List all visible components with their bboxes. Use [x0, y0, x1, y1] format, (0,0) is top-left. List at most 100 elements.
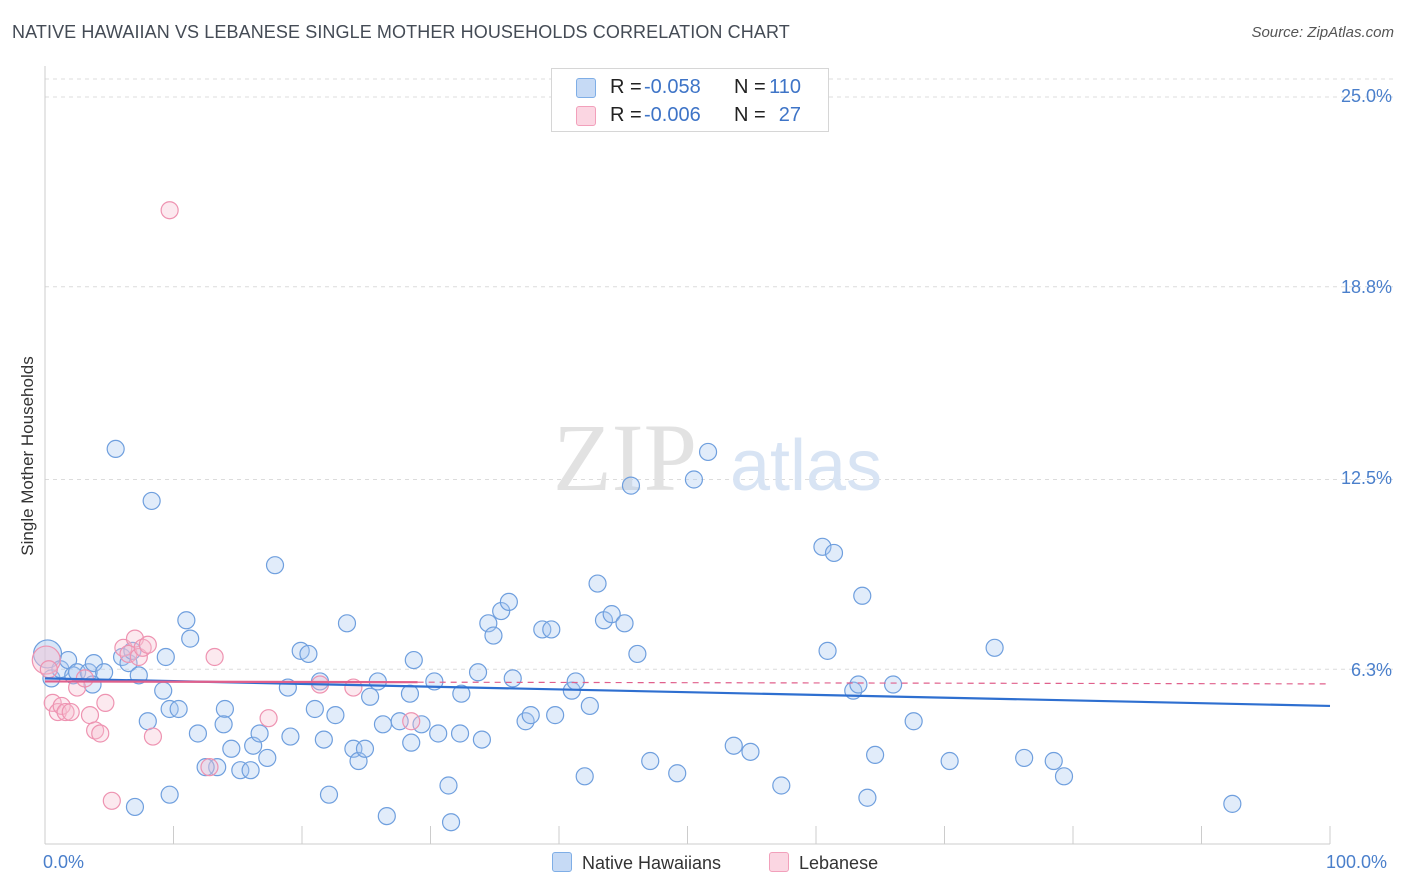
n-value: 110: [769, 76, 801, 98]
data-point: [299, 644, 318, 664]
data-point: [314, 730, 333, 749]
data-point: [373, 715, 393, 734]
data-point: [602, 605, 621, 624]
data-point: [84, 653, 103, 673]
trend-line-native-hawaiians: [44, 677, 1331, 708]
data-point: [940, 751, 959, 771]
data-point: [412, 715, 431, 734]
data-point: [668, 764, 687, 783]
data-point: [61, 702, 80, 722]
y-tick-label: 18.8%: [1340, 277, 1392, 297]
y-tick-label: 6.3%: [1350, 660, 1392, 680]
data-point: [96, 693, 115, 712]
data-point: [866, 745, 885, 765]
data-point: [521, 706, 540, 725]
data-point: [138, 712, 157, 731]
legend-item-native-hawaiians: Native Hawaiians: [552, 852, 721, 874]
data-point: [377, 806, 396, 826]
watermark-zip: ZIP: [553, 404, 697, 511]
legend-label: Lebanese: [799, 853, 879, 873]
data-point: [355, 739, 375, 758]
legend-swatch-pink: [769, 852, 789, 872]
data-point: [772, 776, 791, 795]
data-point: [250, 724, 269, 743]
data-point: [904, 712, 923, 731]
legend-swatch-blue: [552, 852, 572, 872]
data-point: [503, 669, 522, 688]
data-point: [177, 611, 196, 630]
data-point: [824, 543, 844, 563]
data-point: [39, 660, 58, 679]
data-point: [853, 586, 872, 605]
data-point: [452, 684, 471, 703]
data-point: [468, 663, 488, 682]
data-point: [196, 758, 215, 777]
stats-legend-row-native-hawaiians: R = -0.058 N = 110: [552, 74, 828, 100]
data-point: [125, 797, 145, 817]
data-point: [241, 761, 260, 780]
stats-legend-row-lebanese: R = -0.006 N = 27: [552, 102, 828, 128]
data-point: [641, 751, 660, 771]
r-value: -0.006: [644, 104, 701, 126]
r-label: R =: [610, 104, 642, 126]
data-point: [628, 644, 647, 664]
data-point: [858, 788, 877, 807]
data-point: [138, 635, 157, 654]
data-point: [566, 672, 585, 691]
data-point: [326, 706, 345, 725]
data-point: [258, 748, 277, 768]
data-point: [402, 712, 421, 731]
data-point: [1044, 751, 1063, 771]
watermark-atlas: atlas: [730, 426, 882, 506]
data-point: [91, 724, 110, 743]
data-point: [133, 638, 152, 657]
trend-line-lebanese-extension: [417, 681, 1331, 685]
data-point: [741, 742, 760, 761]
legend-swatch-blue: [576, 78, 596, 98]
data-point: [621, 476, 641, 495]
data-point: [492, 601, 511, 621]
data-point: [215, 699, 234, 719]
data-point: [1015, 748, 1034, 768]
axes: [44, 66, 1331, 845]
data-point: [580, 696, 599, 716]
data-point: [281, 727, 300, 746]
data-point: [231, 761, 250, 780]
data-point: [154, 681, 173, 700]
data-point: [484, 626, 503, 645]
data-point: [31, 645, 61, 675]
data-point: [429, 724, 448, 743]
data-point: [95, 663, 114, 682]
data-point: [1054, 767, 1074, 786]
data-point: [724, 736, 743, 755]
data-point: [222, 739, 241, 758]
data-point: [400, 684, 420, 703]
data-point: [80, 706, 100, 725]
data-point: [439, 776, 458, 795]
data-point: [305, 699, 324, 719]
data-point: [337, 614, 357, 633]
data-point: [200, 758, 219, 777]
data-point: [588, 574, 607, 593]
x-tick-label-max: 100.0%: [1326, 852, 1388, 872]
data-point: [985, 638, 1004, 657]
data-point: [542, 620, 561, 639]
data-point: [205, 647, 224, 667]
data-point: [160, 785, 179, 804]
data-point: [472, 730, 491, 749]
data-point: [160, 201, 179, 220]
r-value: -0.058: [644, 76, 701, 98]
data-point: [129, 647, 148, 667]
data-point: [319, 785, 339, 804]
y-tick-label: 25.0%: [1340, 86, 1392, 106]
y-tick-label: 12.5%: [1340, 468, 1392, 488]
data-point: [181, 629, 200, 648]
stats-legend: R = -0.058 N = 110 R = -0.006 N = 27: [551, 68, 829, 132]
data-point: [214, 715, 233, 734]
data-point: [404, 650, 423, 670]
data-point: [450, 724, 470, 743]
grid-lines: [45, 78, 1394, 670]
data-point: [86, 721, 105, 740]
data-point: [259, 709, 278, 728]
legend-swatch-pink: [576, 106, 596, 126]
